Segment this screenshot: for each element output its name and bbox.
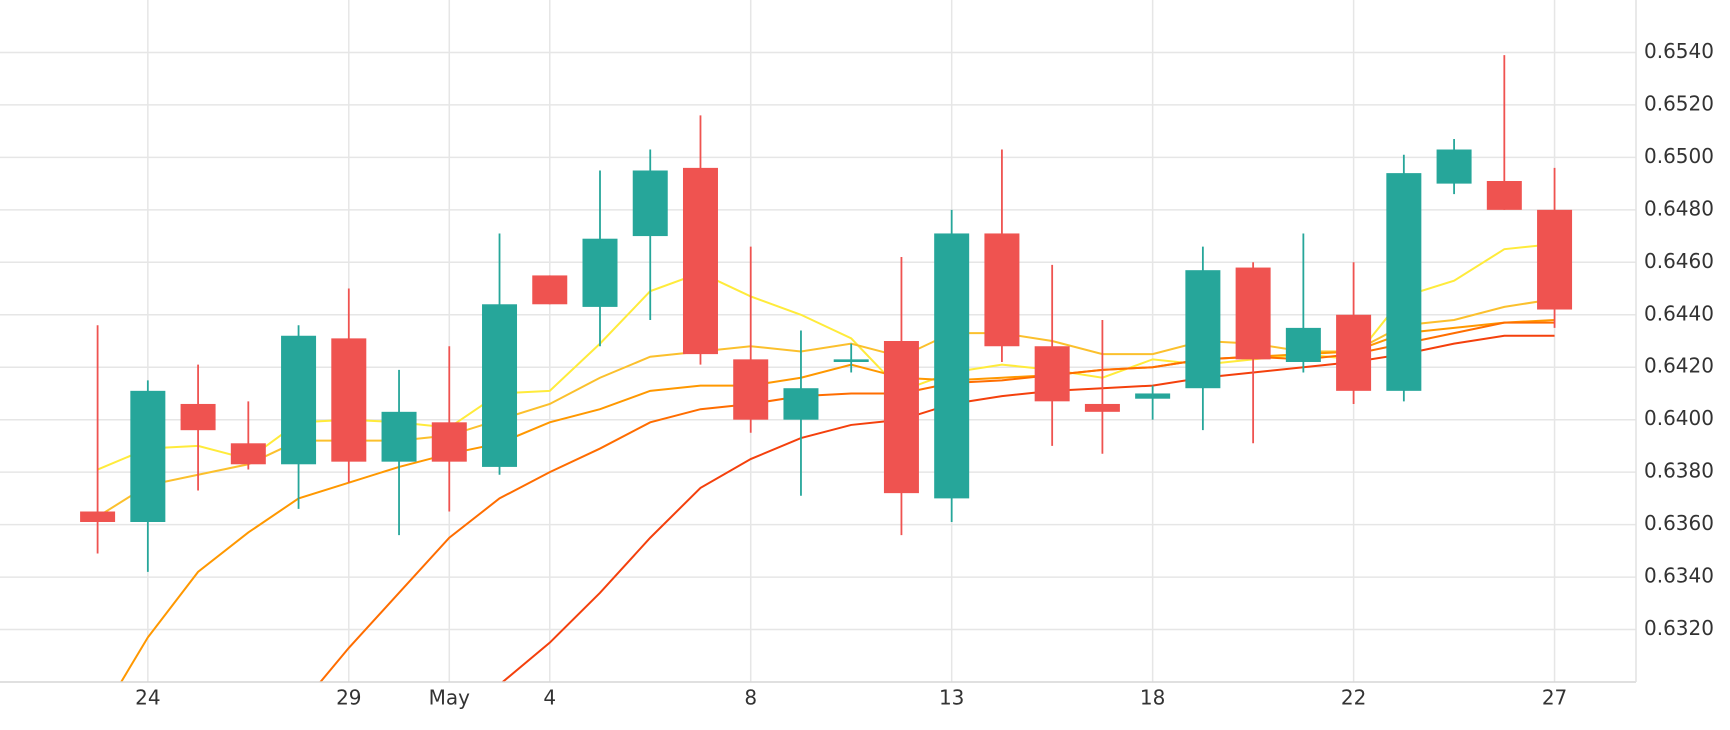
candle-body xyxy=(1285,327,1321,362)
candle-body xyxy=(281,335,317,465)
candle-body xyxy=(682,167,718,355)
candle-body xyxy=(883,341,919,494)
candle-body xyxy=(1185,270,1221,389)
y-tick-label: 0.6440 xyxy=(1644,301,1714,325)
candle-body xyxy=(1537,209,1573,310)
moving-average-line xyxy=(97,298,1555,518)
moving-average-line xyxy=(119,319,1555,682)
y-tick-label: 0.6380 xyxy=(1644,459,1714,483)
moving-averages xyxy=(97,242,1555,682)
candle-body xyxy=(1336,314,1372,391)
candle-body xyxy=(381,411,417,462)
candle-body xyxy=(1235,267,1271,360)
candle-body xyxy=(431,422,467,462)
x-tick-label: 4 xyxy=(543,686,556,710)
candle-body xyxy=(733,359,769,420)
candle-body xyxy=(1034,346,1070,402)
axis-labels: 0.6320 0.6340 0.6360 0.6380 0.6400 0.6420 0.64… xyxy=(135,39,1714,710)
candle-body xyxy=(1135,393,1171,399)
y-tick-label: 0.6540 xyxy=(1644,39,1714,63)
y-tick-label: 0.6500 xyxy=(1644,144,1714,168)
candle-body xyxy=(130,390,166,522)
y-tick-label: 0.6480 xyxy=(1644,196,1714,220)
x-tick-label: May xyxy=(429,686,471,710)
x-tick-label: 27 xyxy=(1542,686,1567,710)
candle-body xyxy=(984,233,1020,347)
x-tick-label: 22 xyxy=(1341,686,1366,710)
candle-body xyxy=(331,338,367,462)
candle-body xyxy=(1486,180,1522,210)
candle-body xyxy=(934,233,970,499)
x-tick-label: 29 xyxy=(336,686,361,710)
candle-body xyxy=(1386,173,1422,391)
y-tick-label: 0.6460 xyxy=(1644,249,1714,273)
x-tick-label: 8 xyxy=(744,686,757,710)
candle-body xyxy=(80,511,116,522)
y-tick-label: 0.6360 xyxy=(1644,511,1714,535)
candle-body xyxy=(1436,149,1472,184)
candle-body xyxy=(180,403,216,431)
y-tick-label: 0.6320 xyxy=(1644,616,1714,640)
y-tick-label: 0.6400 xyxy=(1644,406,1714,430)
candles xyxy=(80,55,1573,572)
candle-body xyxy=(1084,403,1120,412)
y-tick-label: 0.6520 xyxy=(1644,91,1714,115)
candle-body xyxy=(230,443,266,465)
candle-body xyxy=(833,359,869,362)
x-tick-label: 24 xyxy=(135,686,160,710)
candle-body xyxy=(532,275,568,305)
candle-body xyxy=(482,304,518,467)
y-tick-label: 0.6420 xyxy=(1644,354,1714,378)
x-tick-label: 13 xyxy=(939,686,964,710)
moving-average-line xyxy=(501,334,1555,682)
candle-body xyxy=(582,238,618,307)
y-tick-label: 0.6340 xyxy=(1644,564,1714,588)
candle-body xyxy=(632,170,668,237)
x-tick-label: 18 xyxy=(1140,686,1165,710)
candle-body xyxy=(783,388,819,420)
